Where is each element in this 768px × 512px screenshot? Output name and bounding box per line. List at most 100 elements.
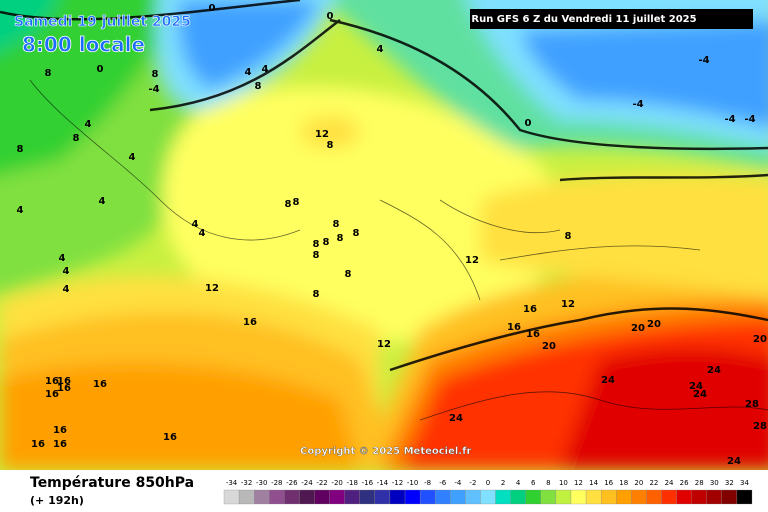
contour-label: 16 <box>526 329 540 340</box>
contour-label: 16 <box>53 425 67 436</box>
legend-swatch <box>314 489 330 505</box>
local-time: 8:00 locale <box>22 33 145 57</box>
legend-label: -32 <box>241 479 252 487</box>
legend-label: -6 <box>439 479 447 487</box>
contour-label: 8 <box>152 69 159 80</box>
contour-label: 12 <box>205 283 219 294</box>
copyright: Copyright © 2025 Meteociel.fr <box>300 446 471 457</box>
legend-swatch <box>646 489 662 505</box>
legend-swatch <box>570 489 587 505</box>
legend-label: -22 <box>316 479 327 487</box>
contour-label: 28 <box>753 421 767 432</box>
contour-label: 8 <box>345 269 352 280</box>
contour-label: 16 <box>45 376 59 387</box>
contour-label: 0 <box>209 3 216 14</box>
legend-swatch <box>359 489 376 505</box>
legend-label: -30 <box>256 479 267 487</box>
legend-swatch <box>374 489 391 505</box>
legend-swatch <box>344 489 360 505</box>
legend-label: -16 <box>362 479 374 487</box>
legend-swatch <box>269 489 285 505</box>
contour-label: 8 <box>565 231 572 242</box>
legend-label: 34 <box>740 479 749 487</box>
contour-label: 16 <box>243 317 257 328</box>
legend-swatch <box>435 489 451 505</box>
legend-swatch <box>329 489 345 505</box>
legend-label: -18 <box>347 479 358 487</box>
contour-label: 0 <box>525 118 532 129</box>
contour-label: 16 <box>57 383 71 394</box>
legend-label: -14 <box>377 479 389 487</box>
legend-swatch <box>238 489 255 505</box>
legend-label: 2 <box>501 479 505 487</box>
contour-label: 20 <box>647 319 661 330</box>
legend-swatch <box>254 489 270 505</box>
contour-label: 8 <box>313 289 320 300</box>
legend-label: 26 <box>680 479 689 487</box>
legend-label: 0 <box>486 479 490 487</box>
contour-label: 0 <box>327 11 334 22</box>
footer-title: Température 850hPa <box>30 475 194 491</box>
contour-label: 8 <box>353 228 360 239</box>
legend-label: 12 <box>574 479 583 487</box>
legend-swatch <box>585 489 602 505</box>
run-banner <box>470 9 753 29</box>
legend-label: 8 <box>546 479 550 487</box>
contour-label: 4 <box>192 219 199 230</box>
legend-swatch <box>480 489 496 505</box>
contour-label: 8 <box>327 140 334 151</box>
contour-label: 24 <box>689 381 703 392</box>
contour-label: 4 <box>59 253 66 264</box>
legend-label: -24 <box>301 479 313 487</box>
contour-label: 8 <box>313 250 320 261</box>
legend-label: 28 <box>695 479 704 487</box>
contour-label: 28 <box>745 399 759 410</box>
legend-swatch <box>555 489 572 505</box>
legend-swatch <box>284 489 300 505</box>
contour-label: 12 <box>465 255 479 266</box>
legend-swatch <box>706 489 722 505</box>
contour-label: -4 <box>632 99 643 110</box>
contour-label: 24 <box>449 413 463 424</box>
contour-label: 4 <box>63 266 70 277</box>
legend-label: 6 <box>531 479 536 487</box>
contour-label: 20 <box>542 341 556 352</box>
contour-label: 4 <box>99 196 106 207</box>
legend-swatch <box>465 489 481 505</box>
contour-label: 8 <box>333 219 340 230</box>
contour-label: 24 <box>693 389 707 400</box>
contour-label: -4 <box>148 84 159 95</box>
contour-label: 24 <box>707 365 721 376</box>
contour-label: 16 <box>57 376 71 387</box>
legend-label: 16 <box>604 479 613 487</box>
contour-label: 12 <box>377 339 391 350</box>
contour-label: 4 <box>85 119 92 130</box>
legend-swatch <box>600 489 617 505</box>
contour-label: 16 <box>31 439 45 450</box>
contour-label: -4 <box>698 55 709 66</box>
legend-swatch <box>631 489 647 505</box>
contour-label: 8 <box>337 233 344 244</box>
legend-swatch <box>299 489 315 505</box>
contour-label: 8 <box>323 237 330 248</box>
legend-label: 30 <box>710 479 719 487</box>
legend-label: -10 <box>407 479 418 487</box>
contour-label: 8 <box>285 199 292 210</box>
contour-label: -4 <box>744 114 755 125</box>
legend-label: 22 <box>649 479 658 487</box>
contour-label: 24 <box>601 375 615 386</box>
legend-label: 24 <box>665 479 674 487</box>
contour-label: 4 <box>377 44 384 55</box>
legend-label: -4 <box>454 479 462 487</box>
contour-label: 0 <box>97 64 104 75</box>
legend-swatch <box>525 489 541 505</box>
legend-label: 18 <box>619 479 628 487</box>
legend-swatch <box>419 489 436 505</box>
legend-label: 4 <box>516 479 521 487</box>
legend-swatch <box>404 489 421 505</box>
legend-swatch <box>736 489 753 505</box>
contour-label: 12 <box>561 299 575 310</box>
contour-label: 8 <box>313 239 320 250</box>
